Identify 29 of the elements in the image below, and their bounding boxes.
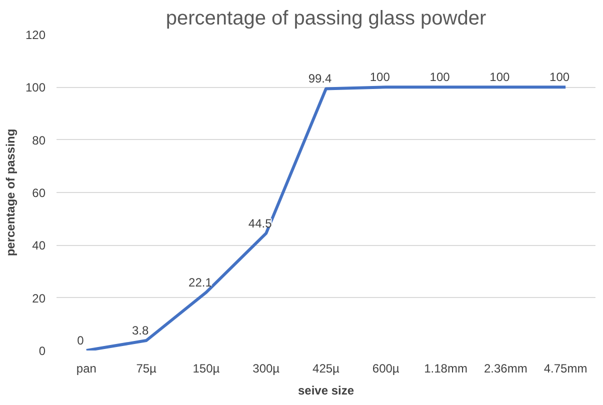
x-tick-label: 300µ (252, 362, 280, 376)
y-tick-label: 100 (25, 80, 46, 95)
y-axis-title: percentage of passing (3, 128, 18, 256)
y-tick-label: 40 (32, 238, 46, 253)
data-label: 3.8 (132, 323, 149, 338)
x-tick-label: 2.36mm (484, 362, 528, 376)
y-tick-label: 80 (32, 133, 46, 148)
y-tick-label: 0 (38, 344, 46, 358)
y-tick-label: 60 (32, 186, 46, 200)
y-tick-label: 120 (25, 28, 46, 42)
data-label: 100 (430, 70, 450, 84)
x-tick-label: 4.75mm (544, 362, 588, 376)
data-label: 100 (370, 70, 390, 84)
line-series (84, 86, 568, 350)
x-tick-label: 75µ (136, 362, 157, 376)
data-label: 100 (550, 70, 570, 84)
x-tick-label: pan (76, 362, 96, 376)
x-axis-title: seive size (298, 384, 354, 398)
x-tick-label: 425µ (312, 362, 340, 376)
chart-title: percentage of passing glass powder (166, 8, 486, 30)
data-label: 44.5 (248, 216, 272, 230)
y-tick-label: 20 (32, 291, 46, 306)
x-tick-label: 150µ (192, 362, 220, 376)
data-label: 22.1 (188, 275, 212, 290)
x-tick-label: 1.18mm (424, 362, 468, 376)
data-label: 100 (490, 70, 510, 84)
x-tick-label: 600µ (372, 362, 400, 376)
data-label: 99.4 (308, 72, 332, 86)
data-label: 0 (77, 334, 84, 348)
